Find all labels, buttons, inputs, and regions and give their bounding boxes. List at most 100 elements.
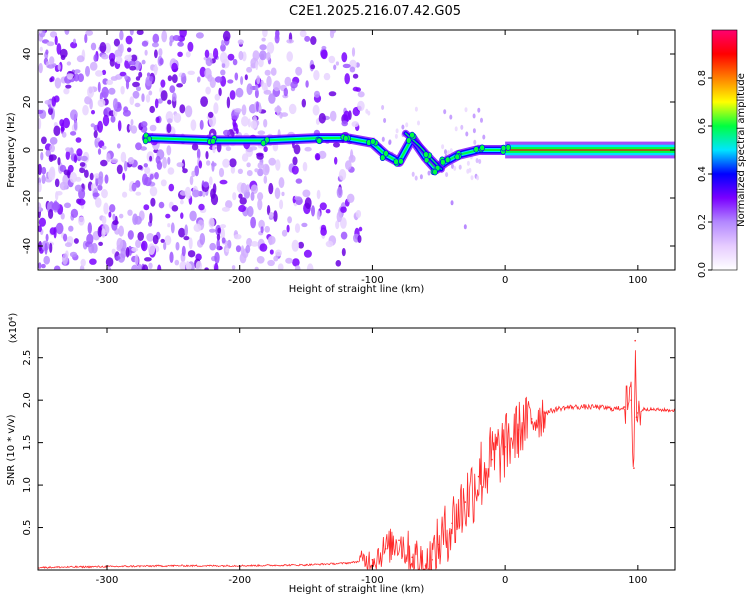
noise-blob <box>144 257 152 262</box>
noise-blob <box>482 134 486 140</box>
noise-blob <box>61 131 67 138</box>
colorbar-gradient <box>711 29 738 271</box>
noise-blob <box>135 142 142 151</box>
noise-blob <box>125 247 130 258</box>
noise-blob <box>138 71 143 78</box>
noise-blob <box>73 38 76 44</box>
noise-blob <box>265 52 271 61</box>
noise-cloud <box>38 30 486 270</box>
noise-blob <box>130 54 138 62</box>
noise-blob <box>352 73 359 79</box>
noise-blob <box>184 224 188 237</box>
noise-blob <box>69 251 78 258</box>
noise-blob <box>262 30 268 38</box>
noise-blob <box>294 223 301 234</box>
noise-blob <box>241 116 249 127</box>
colorbar-tick-label: 0.4 <box>697 166 708 182</box>
noise-blob <box>176 83 184 88</box>
noise-blob <box>120 151 127 163</box>
noise-blob <box>193 223 202 232</box>
noise-blob <box>199 233 206 245</box>
noise-blob <box>47 168 56 181</box>
noise-blob <box>79 167 86 174</box>
noise-blob <box>57 63 61 71</box>
noise-blob <box>158 201 165 209</box>
outlier-blob <box>450 200 454 206</box>
noise-blob <box>319 202 327 211</box>
noise-blob <box>91 110 95 115</box>
noise-blob <box>464 107 468 113</box>
x-tick-label: -300 <box>96 575 119 586</box>
noise-blob <box>197 76 201 83</box>
noise-blob <box>266 205 271 216</box>
noise-blob <box>237 39 244 45</box>
noise-blob <box>357 235 362 243</box>
noise-blob <box>279 112 283 119</box>
noise-blob <box>222 158 230 168</box>
noise-blob <box>352 86 359 92</box>
noise-blob <box>43 255 50 265</box>
noise-blob <box>219 224 227 229</box>
y-axis-label: SNR (10 * v/v) <box>6 414 17 485</box>
noise-blob <box>115 256 121 260</box>
snr-point <box>637 412 639 414</box>
noise-blob <box>305 80 309 88</box>
noise-blob <box>48 154 54 162</box>
noise-blob <box>40 152 44 161</box>
noise-blob <box>185 192 191 200</box>
noise-blob <box>341 120 349 127</box>
noise-blob <box>187 70 195 76</box>
noise-blob <box>273 255 279 262</box>
noise-blob <box>119 71 127 77</box>
noise-blob <box>49 31 58 38</box>
noise-blob <box>336 186 343 199</box>
noise-blob <box>195 260 203 270</box>
noise-blob <box>217 227 221 234</box>
noise-blob <box>245 245 251 254</box>
noise-blob <box>176 162 184 168</box>
noise-blob <box>129 30 134 36</box>
noise-blob <box>257 168 264 177</box>
noise-blob <box>73 154 78 163</box>
noise-blob <box>255 101 260 112</box>
noise-blob <box>263 118 268 128</box>
noise-blob <box>144 49 148 56</box>
noise-blob <box>257 198 263 211</box>
noise-blob <box>250 184 258 194</box>
noise-blob <box>261 37 266 42</box>
y-tick-label: 1.0 <box>22 477 33 493</box>
x-tick-label: -100 <box>361 275 384 286</box>
noise-blob <box>275 159 281 171</box>
noise-blob <box>304 197 312 210</box>
noise-blob <box>75 137 82 143</box>
noise-blob <box>120 85 125 95</box>
noise-blob <box>38 30 42 34</box>
noise-blob <box>185 51 191 58</box>
noise-blob <box>411 171 415 177</box>
noise-blob <box>225 146 232 152</box>
noise-blob <box>214 262 219 270</box>
noise-blob <box>268 93 276 104</box>
noise-blob <box>144 166 151 174</box>
noise-blob <box>293 144 301 155</box>
ridge-speckle <box>342 135 349 142</box>
noise-blob <box>258 104 262 113</box>
noise-blob <box>89 98 93 110</box>
noise-blob <box>478 159 482 164</box>
noise-blob <box>445 172 449 178</box>
noise-blob <box>49 144 55 153</box>
noise-blob <box>88 243 95 254</box>
noise-blob <box>185 263 192 270</box>
noise-blob <box>150 197 156 207</box>
noise-blob <box>357 100 365 112</box>
noise-blob <box>65 84 72 89</box>
noise-blob <box>254 168 259 173</box>
ridge-speckle <box>505 144 512 151</box>
noise-blob <box>256 255 265 264</box>
noise-blob <box>210 193 219 206</box>
noise-blob <box>111 248 116 255</box>
noise-blob <box>318 113 326 124</box>
noise-blob <box>110 115 116 123</box>
noise-blob <box>417 120 420 126</box>
noise-blob <box>480 117 483 123</box>
